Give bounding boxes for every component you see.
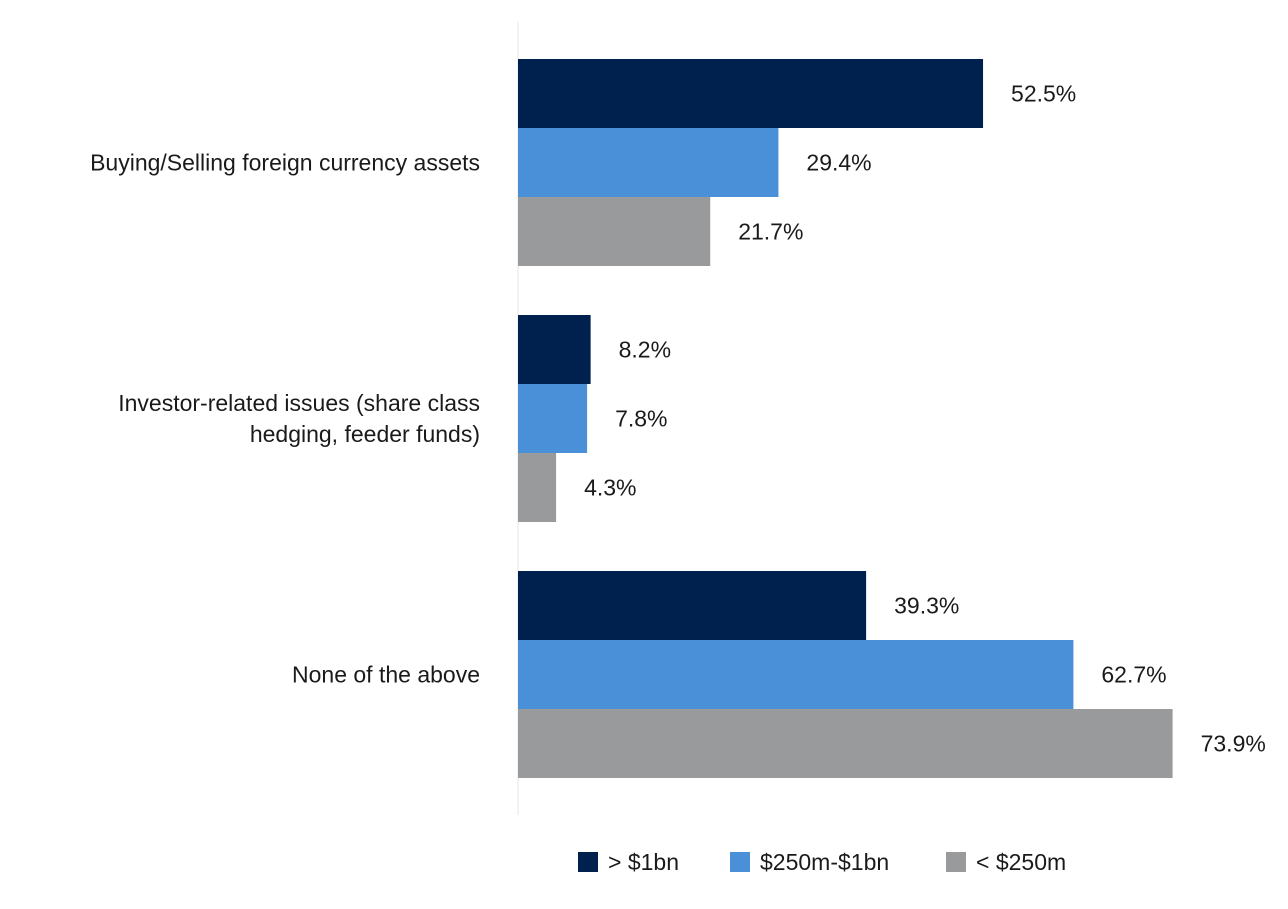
legend-label: > $1bn [608,849,679,875]
bar [518,197,711,266]
legend-label: < $250m [976,849,1066,875]
data-label: 8.2% [619,337,671,363]
category-label: None of the above [292,662,480,688]
data-label: 7.8% [615,406,667,432]
data-label: 29.4% [806,150,871,176]
bar [518,571,867,640]
category-label: hedging, feeder funds) [250,421,480,447]
data-label: 52.5% [1011,81,1076,107]
bar [518,315,591,384]
bar [518,640,1074,709]
bar [518,59,984,128]
bar [518,128,779,197]
bar [518,453,557,522]
legend-swatch [946,852,966,872]
legend-swatch [730,852,750,872]
data-label: 73.9% [1201,731,1266,757]
bar [518,384,588,453]
data-label: 39.3% [894,593,959,619]
data-label: 62.7% [1101,662,1166,688]
legend-label: $250m-$1bn [760,849,889,875]
legend-swatch [578,852,598,872]
data-label: 21.7% [738,219,803,245]
category-label: Investor-related issues (share class [118,390,480,416]
bar [518,709,1173,778]
data-label: 4.3% [584,475,636,501]
category-label: Buying/Selling foreign currency assets [90,150,480,176]
